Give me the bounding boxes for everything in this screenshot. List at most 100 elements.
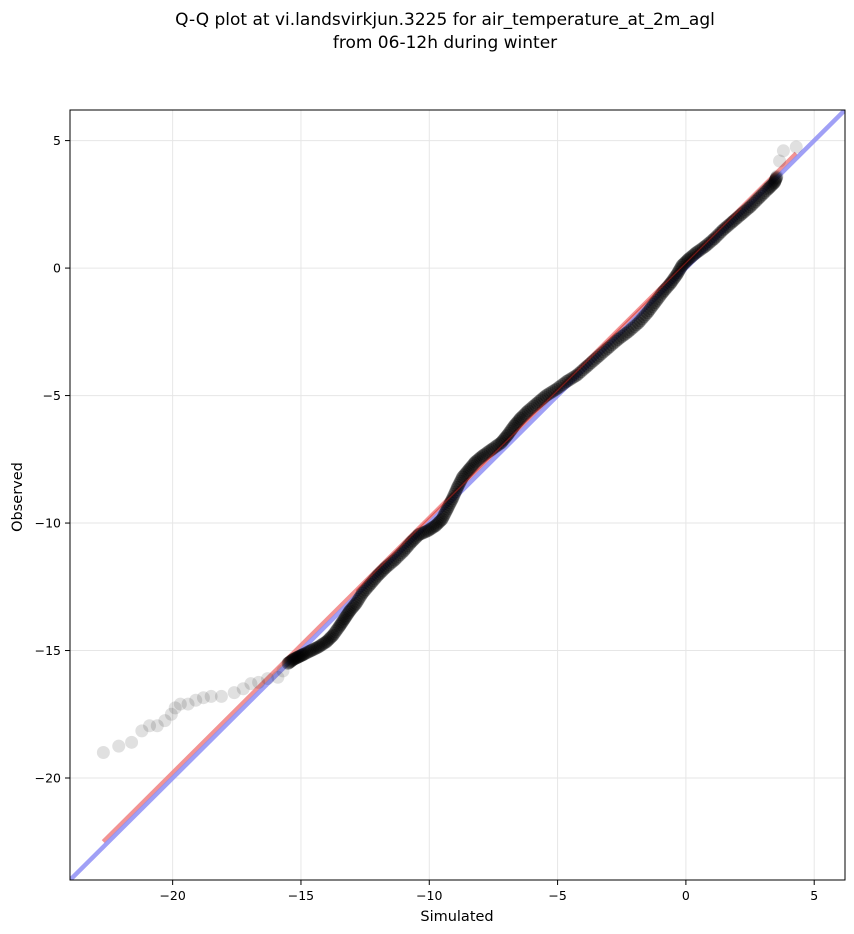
data-point <box>416 526 430 540</box>
data-point <box>465 459 479 473</box>
y-tick-label: −20 <box>35 771 61 786</box>
y-tick-label: 5 <box>53 133 61 148</box>
data-point <box>698 239 712 253</box>
data-point <box>752 191 766 205</box>
data-point <box>419 524 433 538</box>
data-point <box>414 527 428 541</box>
data-point <box>452 478 466 492</box>
data-point <box>789 140 803 154</box>
data-point <box>189 693 203 707</box>
data-point <box>276 664 290 678</box>
x-tick-label: 5 <box>810 888 818 903</box>
data-point <box>331 621 345 635</box>
data-point <box>468 455 482 469</box>
data-point <box>168 701 182 715</box>
data-point <box>480 446 494 460</box>
data-point <box>766 177 780 191</box>
data-point <box>713 226 727 240</box>
data-point <box>204 689 218 703</box>
data-point <box>462 463 476 477</box>
data-point <box>727 214 741 228</box>
data-point <box>290 650 304 664</box>
data-point <box>754 189 768 203</box>
data-point <box>437 508 451 522</box>
data-point <box>417 525 431 539</box>
data-point <box>327 626 341 640</box>
data-point <box>96 746 110 760</box>
data-point <box>458 467 472 481</box>
data-point <box>773 154 787 168</box>
data-point <box>702 236 716 250</box>
data-point <box>663 276 677 290</box>
data-point <box>388 553 402 567</box>
data-point <box>312 640 326 654</box>
data-point <box>564 372 578 386</box>
data-point <box>695 242 709 256</box>
data-point <box>521 404 535 418</box>
grid-lines <box>70 110 845 880</box>
data-point <box>467 456 481 470</box>
data-point <box>568 369 582 383</box>
data-point <box>645 300 659 314</box>
data-point <box>445 492 459 506</box>
data-point <box>666 273 680 287</box>
data-point <box>555 378 569 392</box>
x-axis-ticks: −20 −15 −10 −5 0 5 <box>159 880 818 903</box>
data-point <box>525 401 539 415</box>
data-point <box>767 176 781 190</box>
data-point <box>757 186 771 200</box>
data-point <box>681 252 695 266</box>
data-point <box>398 542 412 556</box>
data-point <box>294 648 308 662</box>
data-point <box>306 643 320 657</box>
data-point <box>599 343 613 357</box>
data-point <box>284 654 298 668</box>
data-point <box>617 328 631 342</box>
data-point <box>607 336 621 350</box>
x-axis-label: Simulated <box>420 909 493 925</box>
data-point <box>352 592 366 606</box>
data-point <box>326 628 340 642</box>
x-tick-label: −10 <box>416 888 442 903</box>
data-point <box>667 271 681 285</box>
data-point <box>526 399 540 413</box>
data-point <box>430 517 444 531</box>
data-point <box>444 494 458 508</box>
data-point <box>473 451 487 465</box>
data-point <box>429 519 443 533</box>
data-point <box>523 402 537 416</box>
data-point <box>150 719 164 733</box>
data-point <box>670 267 684 281</box>
data-point <box>336 615 350 629</box>
data-point <box>627 319 641 333</box>
data-point <box>341 607 355 621</box>
data-point <box>283 655 297 669</box>
data-point <box>478 447 492 461</box>
data-point <box>683 251 697 265</box>
data-point <box>344 602 358 616</box>
data-point <box>748 195 762 209</box>
data-point <box>297 647 311 661</box>
data-point <box>651 291 665 305</box>
data-point <box>286 652 300 666</box>
data-point <box>513 412 527 426</box>
data-point <box>356 586 370 600</box>
data-point <box>427 520 441 534</box>
data-point <box>619 326 633 340</box>
data-point <box>680 253 694 267</box>
data-point <box>709 230 723 244</box>
data-point <box>307 642 321 656</box>
data-point <box>501 428 515 442</box>
data-point <box>647 298 661 312</box>
plot-frame <box>69 109 846 881</box>
data-point <box>227 686 241 700</box>
data-point <box>551 381 565 395</box>
data-point <box>669 269 683 283</box>
y-tick-label: −10 <box>35 516 61 531</box>
data-point <box>293 649 307 663</box>
data-point <box>393 548 407 562</box>
identity-line <box>70 110 845 880</box>
data-point <box>643 302 657 316</box>
data-point <box>518 407 532 421</box>
